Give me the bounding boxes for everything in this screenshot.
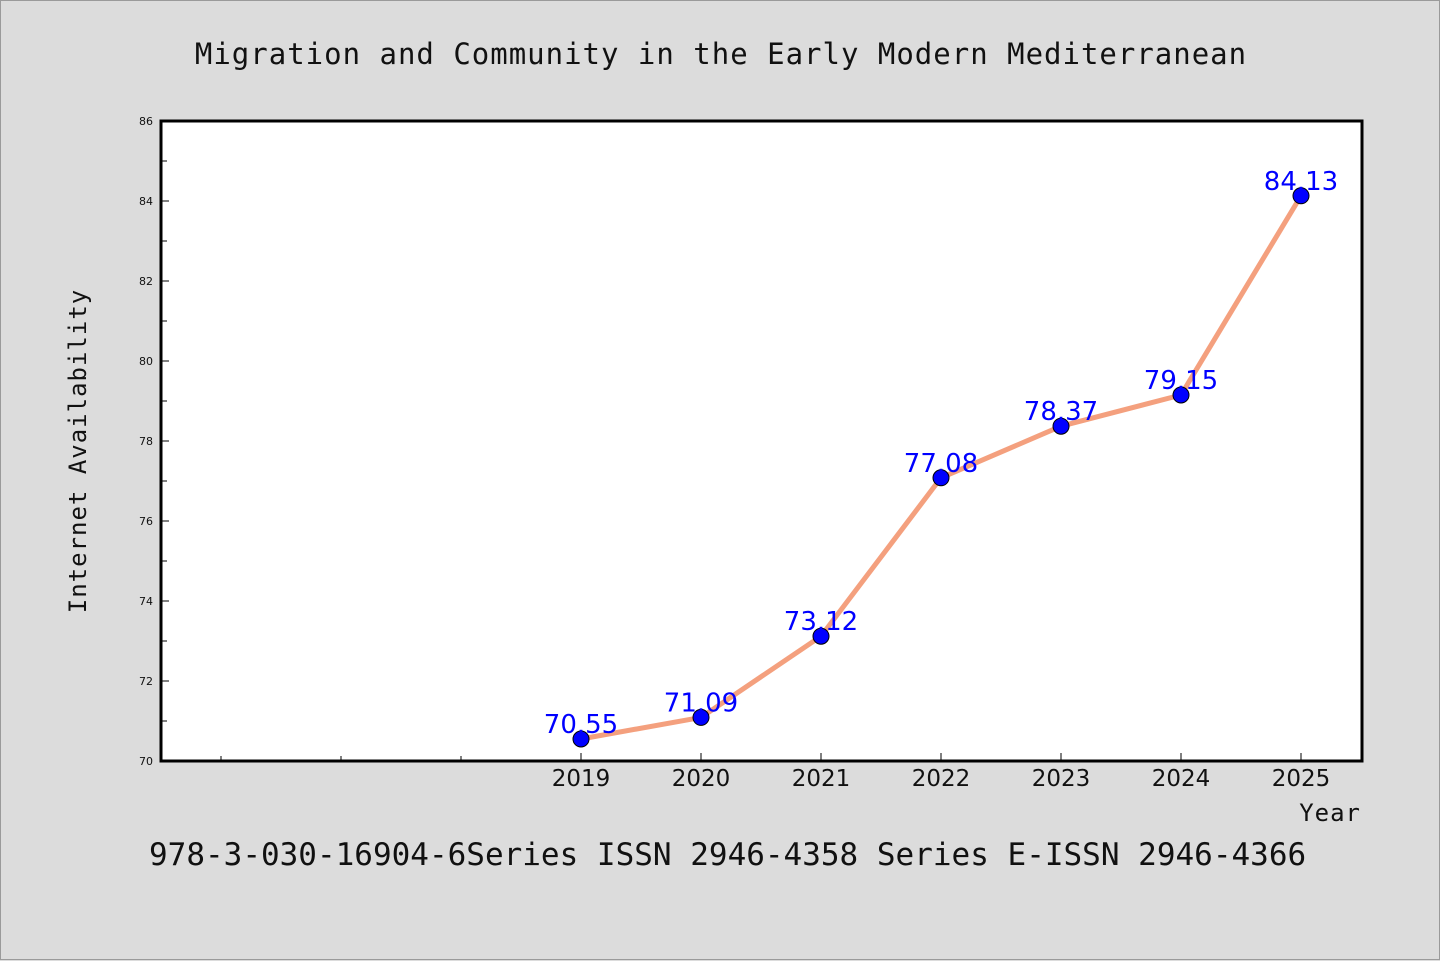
data-markers — [572, 187, 1310, 748]
data-point-marker — [692, 708, 710, 726]
data-value-label: 73.12 — [784, 607, 858, 637]
y-tick-label: 76 — [139, 515, 153, 528]
data-point-marker — [932, 469, 950, 487]
x-tick-label: 2025 — [1272, 766, 1331, 792]
x-tick-label: 2022 — [912, 766, 971, 792]
data-value-label: 79.15 — [1144, 366, 1218, 396]
x-tick-label: 2019 — [552, 766, 611, 792]
y-tick-label: 84 — [139, 195, 153, 208]
data-value-label: 77.08 — [904, 449, 978, 479]
x-tick-label: 2024 — [1152, 766, 1211, 792]
data-point-marker — [1292, 187, 1310, 205]
plot-frame — [159, 119, 1364, 763]
data-point-marker — [1052, 417, 1070, 435]
x-axis: 2019 2020 2021 2022 2023 2024 2025 — [220, 753, 1331, 792]
data-value-label: 71.09 — [664, 688, 738, 718]
data-value-label: 78.37 — [1024, 397, 1098, 427]
data-value-label: 84.13 — [1264, 167, 1338, 197]
data-value-label: 70.55 — [544, 710, 618, 740]
y-tick-label: 78 — [139, 435, 153, 448]
data-point-marker — [1172, 386, 1190, 404]
plot-area — [161, 121, 1362, 761]
data-point-marker — [572, 730, 590, 748]
y-tick-label: 86 — [139, 115, 153, 128]
y-tick-label: 80 — [139, 355, 153, 368]
chart-title: Migration and Community in the Early Mod… — [195, 37, 1247, 71]
y-axis-label: Internet Availability — [64, 289, 92, 613]
footer-isbn-text: 978-3-030-16904-6Series ISSN 2946-4358 S… — [149, 837, 1306, 873]
x-tick-label: 2021 — [792, 766, 851, 792]
data-point-marker — [812, 627, 830, 645]
x-tick-label: 2020 — [672, 766, 731, 792]
data-labels: 70.55 71.09 73.12 77.08 78.37 79.15 84.13 — [544, 167, 1338, 740]
y-axis: 70 72 74 76 78 80 82 84 86 — [139, 115, 169, 768]
x-axis-label: Year — [1299, 799, 1361, 827]
y-tick-label: 72 — [139, 675, 153, 688]
y-tick-label: 70 — [139, 755, 153, 768]
y-tick-label: 74 — [139, 595, 153, 608]
x-tick-label: 2023 — [1032, 766, 1091, 792]
y-tick-label: 82 — [139, 275, 153, 288]
